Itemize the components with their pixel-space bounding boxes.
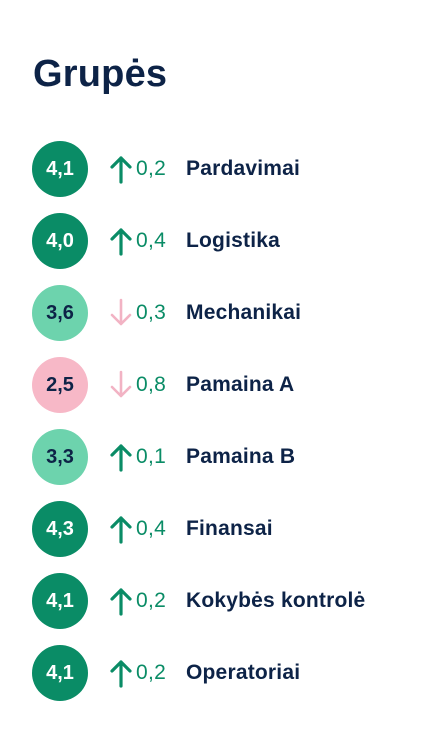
arrow-up-icon: [108, 585, 134, 617]
group-row[interactable]: 4,1 0,2 Kokybės kontrolė: [32, 565, 432, 637]
arrow-up-icon: [108, 441, 134, 473]
arrow-up-icon: [108, 225, 134, 257]
group-row[interactable]: 3,6 0,3 Mechanikai: [32, 277, 432, 349]
group-list: 4,1 0,2 Pardavimai 4,0 0,4 Logistika 3,6…: [32, 133, 432, 709]
score-change: 0,8: [136, 373, 167, 396]
arrow-down-icon: [108, 369, 134, 401]
group-row[interactable]: 4,1 0,2 Pardavimai: [32, 133, 432, 205]
score-badge: 4,3: [32, 501, 88, 557]
score-badge: 4,1: [32, 645, 88, 701]
arrow-down-icon: [108, 297, 134, 329]
group-name: Kokybės kontrolė: [186, 589, 366, 612]
group-name: Pamaina B: [186, 445, 296, 468]
group-row[interactable]: 2,5 0,8 Pamaina A: [32, 349, 432, 421]
group-name: Pamaina A: [186, 373, 295, 396]
score-badge: 4,1: [32, 141, 88, 197]
score-change: 0,1: [136, 445, 167, 468]
score-change: 0,2: [136, 589, 167, 612]
group-name: Pardavimai: [186, 157, 301, 180]
group-row[interactable]: 3,3 0,1 Pamaina B: [32, 421, 432, 493]
group-row[interactable]: 4,0 0,4 Logistika: [32, 205, 432, 277]
group-name: Logistika: [186, 229, 280, 252]
score-change: 0,4: [136, 517, 167, 540]
score-badge: 2,5: [32, 357, 88, 413]
score-badge: 4,0: [32, 213, 88, 269]
score-badge: 4,1: [32, 573, 88, 629]
group-row[interactable]: 4,3 0,4 Finansai: [32, 493, 432, 565]
group-name: Finansai: [186, 517, 273, 540]
group-name: Operatoriai: [186, 661, 301, 684]
score-change: 0,2: [136, 157, 167, 180]
score-change: 0,3: [136, 301, 167, 324]
arrow-up-icon: [108, 153, 134, 185]
score-badge: 3,6: [32, 285, 88, 341]
score-change: 0,2: [136, 661, 167, 684]
arrow-up-icon: [108, 657, 134, 689]
score-badge: 3,3: [32, 429, 88, 485]
score-change: 0,4: [136, 229, 167, 252]
group-row[interactable]: 4,1 0,2 Operatoriai: [32, 637, 432, 709]
arrow-up-icon: [108, 513, 134, 545]
group-name: Mechanikai: [186, 301, 302, 324]
page-title: Grupės: [33, 53, 168, 95]
